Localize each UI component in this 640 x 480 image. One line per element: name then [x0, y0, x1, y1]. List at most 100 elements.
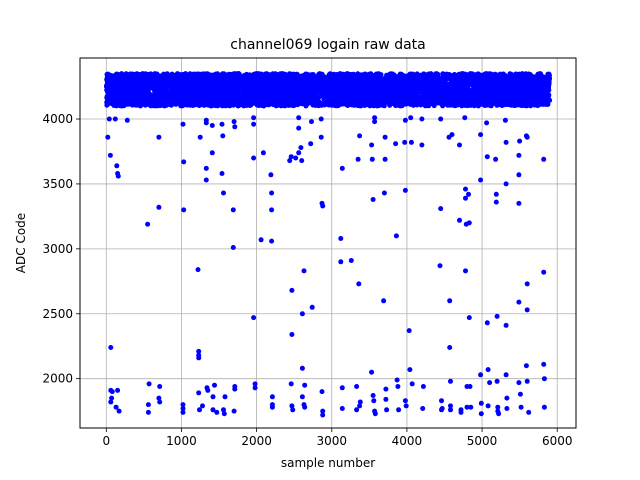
band-data-point [445, 72, 451, 78]
band-data-point [210, 76, 216, 82]
band-data-point [448, 78, 454, 83]
band-data-point [431, 103, 437, 109]
band-data-point [406, 99, 412, 105]
band-data-point [215, 98, 220, 104]
band-data-point [399, 89, 405, 95]
band-data-point [158, 94, 163, 100]
band-data-point [275, 87, 281, 92]
band-data-point [137, 79, 143, 85]
data-points [103, 71, 553, 418]
band-data-point [203, 98, 209, 103]
band-data-point [263, 87, 269, 93]
band-data-point [122, 73, 128, 79]
band-data-point [501, 102, 507, 108]
band-data-point [422, 77, 428, 83]
band-data-point [274, 101, 280, 107]
band-data-point [178, 98, 184, 103]
band-data-point [471, 86, 477, 92]
band-data-point [456, 92, 462, 98]
band-data-point [294, 87, 300, 93]
band-data-point [519, 71, 525, 77]
band-data-point [283, 95, 289, 101]
band-data-point [301, 82, 307, 88]
band-data-point [494, 101, 500, 107]
band-data-point [477, 98, 483, 104]
band-data-point [543, 97, 548, 102]
band-data-point [140, 72, 146, 78]
band-data-point [250, 76, 256, 82]
band-data-point [146, 84, 152, 90]
band-data-point [160, 89, 166, 95]
band-data-point [428, 78, 434, 84]
band-data-point [338, 85, 344, 91]
band-data-point [328, 73, 334, 79]
band-data-point [222, 93, 228, 99]
band-data-point [198, 97, 204, 103]
band-data-point [370, 73, 376, 78]
band-data-point [290, 90, 296, 96]
band-data-point [442, 101, 448, 107]
band-data-point [311, 94, 317, 100]
band-data-point [208, 72, 214, 78]
band-data-point [134, 99, 140, 105]
band-data-point [221, 78, 227, 84]
band-data-point [106, 80, 112, 85]
band-data-point [341, 73, 347, 79]
band-data-point [432, 75, 438, 81]
band-data-point [332, 88, 338, 94]
band-data-point [173, 101, 179, 107]
band-data-point [523, 71, 529, 77]
band-data-point [258, 79, 264, 85]
band-data-point [398, 71, 404, 77]
band-data-point [501, 92, 507, 98]
band-data-point [163, 94, 169, 100]
band-data-point [110, 81, 116, 87]
band-data-point [179, 103, 184, 109]
band-data-point [326, 95, 332, 101]
band-data-point [136, 72, 142, 78]
band-data-point [307, 83, 313, 89]
band-data-point [286, 87, 292, 93]
grid-lines [80, 58, 576, 428]
band-data-point [226, 71, 232, 77]
band-data-point [537, 93, 543, 99]
band-data-point [358, 82, 364, 88]
band-data-point [146, 97, 152, 103]
band-data-point [277, 72, 283, 78]
band-data-point [489, 77, 495, 83]
band-data-point [450, 81, 456, 87]
band-data-point [524, 102, 530, 108]
band-data-point [370, 91, 375, 97]
band-data-point [342, 82, 347, 88]
band-data-point [144, 79, 150, 85]
band-data-point [361, 73, 366, 79]
band-data-point [290, 80, 296, 85]
band-data-point [318, 93, 324, 99]
band-data-point [394, 88, 400, 94]
band-data-point [282, 75, 288, 81]
band-data-point [108, 97, 114, 103]
band-data-point [140, 98, 145, 104]
band-data-point [284, 79, 290, 85]
band-data-point [113, 98, 119, 104]
band-data-point [442, 92, 448, 97]
band-data-point [262, 80, 268, 86]
band-data-point [201, 78, 207, 84]
band-data-point [465, 103, 471, 109]
band-data-point [156, 74, 162, 80]
band-data-point [212, 102, 218, 108]
band-data-point [417, 74, 423, 80]
band-data-point [460, 88, 466, 94]
band-data-point [298, 75, 304, 80]
band-data-point [297, 90, 303, 96]
band-data-point [508, 100, 514, 106]
band-data-point [160, 102, 166, 108]
band-data-point [247, 91, 253, 97]
band-data-point [350, 102, 356, 107]
band-data-point [405, 83, 411, 89]
band-data-point [535, 103, 541, 109]
band-data-point [500, 75, 506, 81]
band-data-point [367, 103, 373, 109]
